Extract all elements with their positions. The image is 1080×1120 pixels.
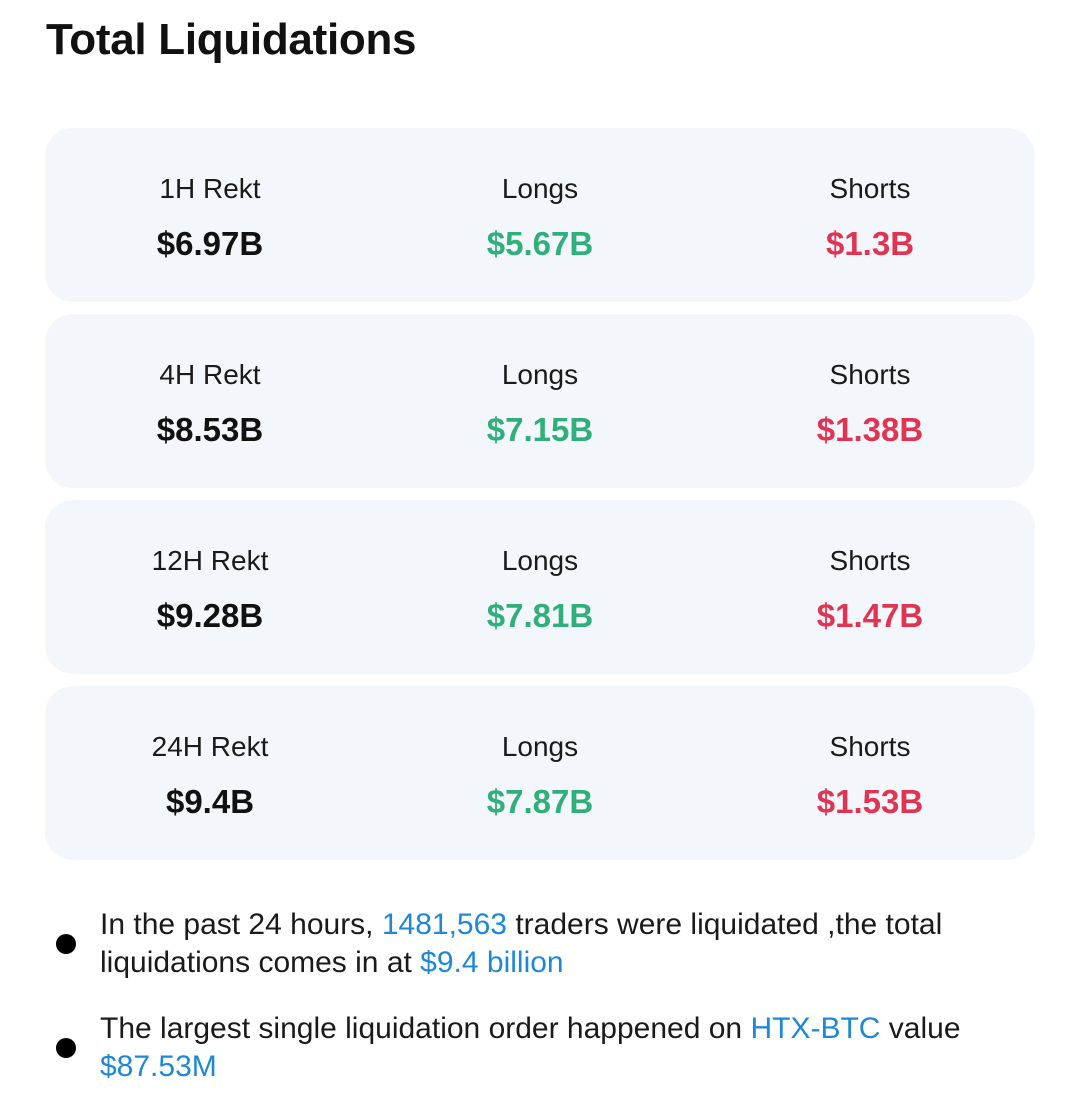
longs-column: Longs $7.87B <box>375 686 705 860</box>
total-column: 12H Rekt $9.28B <box>45 500 375 674</box>
shorts-column: Shorts $1.3B <box>705 128 1035 302</box>
total-column: 24H Rekt $9.4B <box>45 686 375 860</box>
shorts-value: $1.3B <box>825 225 915 262</box>
shorts-label: Shorts <box>829 173 911 204</box>
longs-label: Longs <box>501 545 579 576</box>
liquidation-card-4h: 4H Rekt $8.53B Longs $7.15B Shorts $1.38… <box>45 314 1035 488</box>
note-text: The largest single liquidation order hap… <box>100 1012 751 1045</box>
shorts-column: Shorts $1.47B <box>705 500 1035 674</box>
page-title: Total Liquidations <box>46 15 417 64</box>
period-label: 1H Rekt <box>159 173 261 204</box>
bullet-icon <box>56 1038 76 1058</box>
exchange-pair-link[interactable]: HTX-BTC <box>750 1012 881 1045</box>
largest-order-value-link[interactable]: $87.53M <box>100 1050 217 1083</box>
total-value: $6.97B <box>156 225 264 262</box>
shorts-column: Shorts $1.38B <box>705 314 1035 488</box>
longs-value: $7.81B <box>486 597 594 634</box>
longs-column: Longs $7.81B <box>375 500 705 674</box>
period-label: 4H Rekt <box>159 359 261 390</box>
longs-label: Longs <box>501 173 579 204</box>
liquidation-cards: 1H Rekt $6.97B Longs $5.67B Shorts $1.3B… <box>45 128 1035 872</box>
longs-value: $5.67B <box>486 225 594 262</box>
longs-label: Longs <box>501 359 579 390</box>
shorts-label: Shorts <box>829 545 911 576</box>
shorts-column: Shorts $1.53B <box>705 686 1035 860</box>
total-value: $9.4B <box>165 783 255 820</box>
longs-value: $7.87B <box>486 783 594 820</box>
bullet-icon <box>56 934 76 954</box>
shorts-label: Shorts <box>829 359 911 390</box>
total-column: 4H Rekt $8.53B <box>45 314 375 488</box>
traders-count-link[interactable]: 1481,563 <box>381 908 507 941</box>
shorts-value: $1.38B <box>816 411 924 448</box>
longs-label: Longs <box>501 731 579 762</box>
shorts-value: $1.47B <box>816 597 924 634</box>
shorts-label: Shorts <box>829 731 911 762</box>
note-text: value <box>880 1012 961 1045</box>
period-label: 12H Rekt <box>151 545 269 576</box>
liquidation-card-12h: 12H Rekt $9.28B Longs $7.81B Shorts $1.4… <box>45 500 1035 674</box>
note-text: traders were liquidated ,the total liqui… <box>100 908 943 979</box>
total-value: $9.28B <box>156 597 264 634</box>
total-value: $8.53B <box>156 411 264 448</box>
liquidation-card-1h: 1H Rekt $6.97B Longs $5.67B Shorts $1.3B <box>45 128 1035 302</box>
total-column: 1H Rekt $6.97B <box>45 128 375 302</box>
largest-order-note: The largest single liquidation order hap… <box>56 1010 1026 1086</box>
shorts-value: $1.53B <box>816 783 924 820</box>
total-liquidation-link[interactable]: $9.4 billion <box>420 946 564 979</box>
summary-notes: In the past 24 hours, 1481,563 traders w… <box>56 906 1026 1114</box>
liquidation-card-24h: 24H Rekt $9.4B Longs $7.87B Shorts $1.53… <box>45 686 1035 860</box>
longs-column: Longs $7.15B <box>375 314 705 488</box>
traders-liquidated-note: In the past 24 hours, 1481,563 traders w… <box>56 906 1026 982</box>
longs-value: $7.15B <box>486 411 594 448</box>
longs-column: Longs $5.67B <box>375 128 705 302</box>
period-label: 24H Rekt <box>151 731 269 762</box>
note-text: In the past 24 hours, <box>100 908 382 941</box>
